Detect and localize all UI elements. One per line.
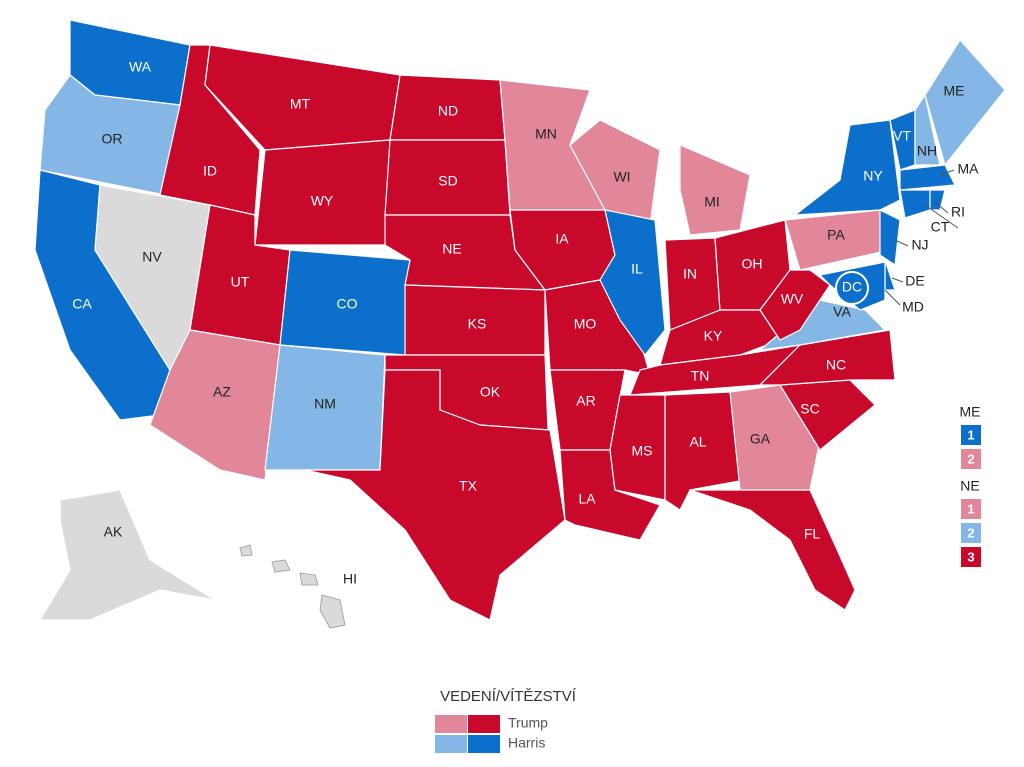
state-label: MD [902,299,924,315]
state-shape [271,559,291,573]
state-shape [319,594,346,629]
state-label: SD [438,173,457,189]
state-label: VA [833,304,851,320]
legend-label: Trump [508,715,548,731]
district-label: 3 [967,549,974,564]
state-label: MI [704,194,720,210]
state-label: NV [142,249,162,265]
leader-line [924,204,959,229]
district-box [961,499,981,519]
legend-label: Harris [508,735,545,751]
leader-line [939,169,955,176]
leader-line [884,289,901,306]
state-label: PA [827,227,845,243]
state-label: KS [468,316,487,332]
state-label: IA [555,231,569,247]
district-label: 1 [967,427,974,442]
dc-marker [835,271,869,305]
states [34,19,1006,629]
state-shape [679,144,751,236]
state-label: MT [290,96,311,112]
state-shape [609,394,666,501]
state-label: MS [632,443,653,459]
state-label: ME [944,83,965,99]
state-label: CA [72,296,92,312]
state-label: OH [742,256,763,272]
state-shape [794,119,901,216]
legend-win-swatch [468,735,500,753]
state-label: WY [311,193,334,209]
state-shape [899,164,956,191]
state-shape [569,119,661,226]
legend-lead-swatch [435,735,467,753]
state-label: SC [800,401,819,417]
state-label: NH [917,143,937,159]
state-label: IL [631,261,643,277]
state-label: FL [804,526,821,542]
state-label: NE [442,241,461,257]
state-label: AZ [213,384,231,400]
state-label: WV [781,291,804,307]
state-label: ID [203,163,217,179]
state-label: TX [459,478,478,494]
state-label: VT [893,128,911,144]
state-label: NM [314,396,336,412]
legend-title: VEDENÍ/VÍTĚZSTVÍ [440,688,577,705]
state-label: MA [958,161,980,177]
state-label: RI [951,204,965,220]
district-label: 2 [967,451,974,466]
state-label: AL [689,434,706,450]
state-label: NC [826,357,846,373]
district-state: NE [960,478,979,494]
leader-line [891,277,904,283]
state-label: OR [102,131,123,147]
state-label: DE [905,273,924,289]
legend-win-swatch [468,715,500,733]
district-box [961,523,981,543]
state-shape [599,209,666,356]
district-state: ME [960,404,981,420]
state-shape [239,544,253,557]
district-box [961,425,981,445]
state-label: DC [842,279,862,295]
district-label: 2 [967,525,974,540]
state-label: WA [129,59,152,75]
leader-line [894,239,909,247]
state-shape [899,189,931,219]
state-label: AR [576,393,595,409]
district-label: 1 [967,501,974,516]
state-shape [924,39,1006,166]
legend-lead-swatch [435,715,467,733]
state-shape [39,489,216,621]
state-label: MO [574,316,597,332]
state-label: GA [750,431,771,447]
leader-line [934,201,949,214]
state-label: NJ [911,237,928,253]
state-shape [304,369,566,621]
state-label: MN [535,126,557,142]
state-label: HI [343,571,357,587]
state-label: OK [480,384,501,400]
state-label: CT [931,219,950,235]
state-label: AK [104,524,123,540]
state-label: LA [578,491,596,507]
state-labels: WA OR CA NV ID MT WY UT CO AZ NM ND SD NE KS OK TX MN IA MO… [72,59,979,587]
state-label: CO [337,296,358,312]
state-label: IN [683,266,697,282]
state-shape [689,489,856,611]
state-label: KY [704,328,723,344]
state-label: NY [863,168,883,184]
state-shape [929,189,946,211]
district-box [961,547,981,567]
state-shape [879,209,901,266]
state-label: WI [613,169,630,185]
state-label: ND [438,103,458,119]
state-label: TN [691,368,710,384]
state-label: UT [231,274,250,290]
district-box [961,449,981,469]
state-shape [299,572,319,586]
